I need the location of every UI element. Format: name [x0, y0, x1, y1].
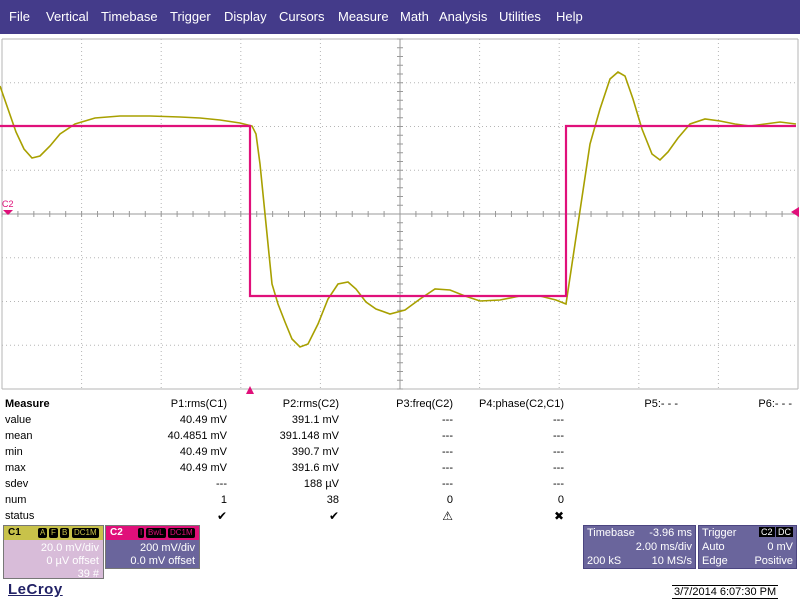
measure-cell: 40.49 mV: [179, 414, 227, 426]
menu-trigger[interactable]: Trigger: [170, 9, 211, 24]
measure-cell: ---: [216, 478, 227, 490]
measure-cell: 40.49 mV: [179, 446, 227, 458]
menu-cursors[interactable]: Cursors: [279, 9, 325, 24]
c1-header: C1 A F B DC1M: [4, 526, 103, 540]
measurement-table: Measure P1:rms(C1) P2:rms(C2) P3:freq(C2…: [0, 394, 800, 524]
measure-cell: 188 µV: [303, 478, 339, 490]
p1-header[interactable]: P1:rms(C1): [170, 398, 227, 410]
p3-status-warning-icon: ⚠: [442, 509, 453, 523]
menu-analysis[interactable]: Analysis: [439, 9, 488, 24]
measure-row-label: value: [5, 414, 32, 426]
p6-header[interactable]: P6:- - -: [758, 398, 792, 410]
c1-name: C1: [8, 527, 21, 538]
trigger-mode: Auto: [702, 541, 725, 553]
menu-math[interactable]: Math: [400, 9, 429, 24]
timebase-panel[interactable]: Timebase -3.96 ms 2.00 ms/div 200 kS 10 …: [583, 525, 696, 569]
measure-cell: 391.148 mV: [279, 430, 339, 442]
measure-cell: ---: [442, 446, 453, 458]
timestamp: 3/7/2014 6:07:30 PM: [672, 585, 779, 599]
c1-tag-coupling: DC1M: [72, 528, 99, 538]
trigger-panel[interactable]: Trigger C2 DC Auto 0 mV Edge Positive: [698, 525, 797, 569]
measure-cell: 40.49 mV: [179, 462, 227, 474]
p5-header[interactable]: P5:- - -: [644, 398, 678, 410]
timebase-rate: 10 MS/s: [651, 555, 692, 567]
menu-help[interactable]: Help: [556, 9, 583, 24]
trigger-level: 0 mV: [767, 541, 793, 553]
measure-cell: ---: [553, 430, 564, 442]
measure-cell: ---: [553, 478, 564, 490]
measure-cell: ---: [553, 462, 564, 474]
menu-timebase[interactable]: Timebase: [101, 9, 158, 24]
menu-vertical[interactable]: Vertical: [46, 9, 89, 24]
measure-cell: 38: [326, 494, 339, 506]
measure-row-label: num: [5, 494, 27, 506]
measure-row-label: min: [5, 446, 23, 458]
p4-status-error-icon: ✖: [553, 509, 564, 523]
trigger-title: Trigger: [702, 527, 737, 539]
trigger-slope: Positive: [754, 555, 793, 567]
measure-cell: ---: [553, 414, 564, 426]
menu-bar: File Vertical Timebase Trigger Display C…: [0, 0, 800, 34]
c1-tag-filter: F: [49, 528, 58, 538]
measure-cell: 391.6 mV: [291, 462, 339, 474]
measure-cell: ---: [442, 478, 453, 490]
p2-status-check-icon: ✔: [328, 509, 339, 523]
c2-scale: 200 mV/div: [139, 542, 195, 554]
c2-tag-invert: I: [138, 528, 145, 538]
measure-cell: ---: [553, 446, 564, 458]
trace-layer: C2: [0, 71, 799, 394]
timebase-delay: -3.96 ms: [649, 527, 692, 539]
menu-file[interactable]: File: [9, 9, 30, 24]
timebase-title: Timebase: [587, 527, 635, 539]
timebase-samples: 200 kS: [587, 555, 622, 567]
measure-cell: 1: [220, 494, 227, 506]
c1-offset: 0 µV offset: [46, 555, 99, 567]
c1-sweeps: 39 #: [77, 568, 99, 580]
status-label: status: [5, 510, 35, 522]
c1-tag-average: A: [38, 528, 48, 538]
menu-display[interactable]: Display: [224, 9, 267, 24]
measure-cell: 390.7 mV: [291, 446, 339, 458]
c2-name: C2: [110, 527, 123, 538]
c2-descriptor[interactable]: C2 I BwL DC1M 200 mV/div 0.0 mV offset: [105, 525, 200, 569]
measure-cell: ---: [442, 430, 453, 442]
timebase-per-div: 2.00 ms/div: [635, 541, 692, 553]
measure-row-label: mean: [5, 430, 33, 442]
menu-measure[interactable]: Measure: [338, 9, 389, 24]
c2-ground-marker-left[interactable]: [3, 210, 13, 215]
measure-cell: ---: [442, 414, 453, 426]
c1-trace: [0, 71, 797, 348]
trigger-position-marker[interactable]: [246, 386, 254, 394]
trigger-coupling-tag: DC: [776, 527, 793, 537]
measure-cell: ---: [442, 462, 453, 474]
c1-scale: 20.0 mV/div: [40, 542, 99, 554]
measure-cell: 391.1 mV: [291, 414, 339, 426]
trigger-source-tag: C2: [759, 527, 775, 537]
c2-offset: 0.0 mV offset: [130, 555, 195, 567]
measure-cell: 0: [557, 494, 564, 506]
brand-logo: LeCroy: [8, 581, 63, 598]
p3-header[interactable]: P3:freq(C2): [396, 398, 453, 410]
c1-tag-bandwidth: B: [60, 528, 70, 538]
p4-header[interactable]: P4:phase(C2,C1): [479, 398, 564, 410]
waveform-display[interactable]: C2: [0, 34, 800, 394]
c2-ground-label[interactable]: C2: [2, 199, 14, 209]
p1-status-check-icon: ✔: [216, 509, 227, 523]
c2-header: C2 I BwL DC1M: [106, 526, 199, 540]
graticule: [1, 38, 799, 390]
c2-tag-bwl: BwL: [146, 528, 166, 538]
c1-descriptor[interactable]: C1 A F B DC1M 20.0 mV/div 0 µV offset 39…: [3, 525, 104, 580]
measure-row-label: max: [5, 462, 26, 474]
c2-ground-marker-right[interactable]: [791, 207, 799, 217]
c2-tag-coupling: DC1M: [168, 528, 195, 538]
measure-row-label: sdev: [5, 478, 29, 490]
p2-header[interactable]: P2:rms(C2): [282, 398, 339, 410]
c2-trace: [0, 124, 796, 298]
measure-title: Measure: [5, 398, 50, 410]
measure-cell: 0: [446, 494, 453, 506]
measure-cell: 40.4851 mV: [167, 430, 227, 442]
trigger-type: Edge: [702, 555, 728, 567]
menu-utilities[interactable]: Utilities: [499, 9, 541, 24]
